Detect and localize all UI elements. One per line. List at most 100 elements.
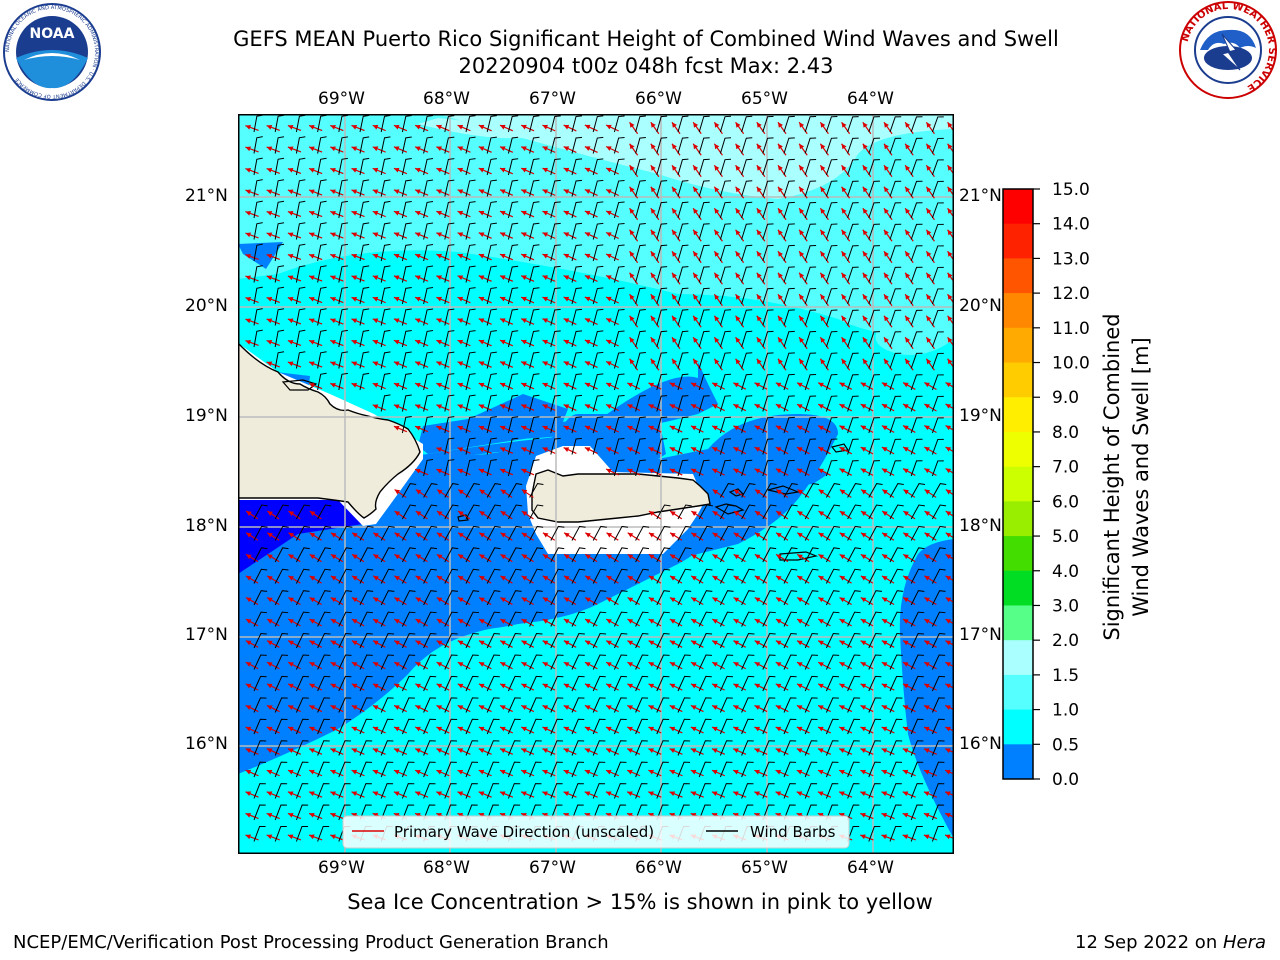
- wave-arrow-head: [521, 275, 527, 280]
- wind-barb: [317, 525, 332, 541]
- wave-arrow-head: [478, 382, 485, 388]
- wind-barb: [274, 761, 288, 778]
- wind-barb: [889, 590, 904, 606]
- wind-barb: [401, 675, 416, 692]
- wind-barb: [825, 288, 838, 305]
- wave-arrow-head: [945, 575, 952, 581]
- wind-barb: [825, 547, 840, 563]
- wind-barb: [507, 459, 519, 477]
- wind-barb: [719, 611, 734, 627]
- wave-arrow-head: [690, 425, 697, 431]
- wind-barb: [592, 761, 606, 778]
- wave-arrow-head: [478, 748, 485, 753]
- wave-arrow-head: [714, 358, 720, 365]
- wind-barb: [868, 460, 880, 477]
- wind-barb: [423, 483, 438, 498]
- wind-barb: [423, 222, 434, 240]
- wind-barb: [359, 286, 370, 305]
- wave-arrow-head: [712, 748, 718, 753]
- wind-barb: [444, 179, 455, 197]
- wave-arrow-head: [754, 554, 761, 560]
- wave-arrow-head: [690, 705, 697, 710]
- wave-arrow-head: [905, 272, 911, 279]
- wave-arrow-head: [606, 275, 612, 280]
- wind-barb: [338, 157, 348, 176]
- wind-barb: [741, 504, 756, 520]
- wind-barb: [698, 675, 712, 692]
- wind-barb: [423, 718, 436, 735]
- wave-arrow-head: [542, 124, 549, 130]
- wind-barb: [889, 825, 902, 842]
- wave-arrow-head: [288, 532, 295, 538]
- wind-barb: [380, 804, 393, 821]
- wave-arrow-head: [947, 337, 953, 343]
- wave-arrow-head: [521, 769, 527, 775]
- wind-barb: [847, 568, 861, 584]
- wave-arrow-head: [393, 189, 400, 195]
- wind-barb: [592, 633, 607, 649]
- wave-arrow-head: [563, 275, 570, 280]
- wave-arrow-head: [415, 382, 421, 388]
- wave-arrow-head: [309, 769, 315, 775]
- wave-arrow-head: [754, 382, 761, 388]
- lat-label-right-17n: 17°N: [959, 625, 1002, 645]
- wind-barb: [698, 654, 712, 670]
- wind-barb: [698, 137, 710, 154]
- wave-arrow-head: [606, 167, 612, 173]
- colorbar-tick-label: 3.0: [1052, 596, 1079, 616]
- wind-barb: [847, 675, 861, 692]
- wave-arrow-head: [650, 251, 656, 257]
- wave-arrow-head: [606, 705, 612, 710]
- wave-arrow-head: [924, 404, 930, 409]
- wind-barb: [486, 547, 501, 563]
- wave-arrow-head: [457, 597, 464, 603]
- wind-barb: [380, 372, 391, 391]
- wind-barb: [889, 611, 904, 627]
- wind-barb: [762, 675, 776, 692]
- wave-arrow-head: [754, 640, 761, 646]
- wind-barb: [529, 265, 540, 283]
- wind-barb: [613, 222, 625, 240]
- wave-arrow-head: [287, 361, 294, 367]
- wave-arrow-head: [839, 404, 846, 409]
- wave-arrow-head: [690, 662, 697, 667]
- wind-barb: [847, 438, 859, 455]
- wave-arrow-head: [882, 554, 888, 560]
- colorbar-tick-label: 7.0: [1052, 458, 1079, 478]
- wind-barb: [762, 373, 774, 391]
- wave-arrow-head: [584, 662, 591, 667]
- wave-arrow-head: [479, 640, 485, 646]
- wind-barb: [783, 438, 795, 455]
- wave-arrow-head: [690, 404, 697, 409]
- wind-barb: [825, 266, 838, 283]
- wave-arrow-head: [839, 748, 845, 753]
- wind-barb: [931, 568, 946, 584]
- wind-barb: [762, 158, 774, 176]
- wind-barb: [783, 568, 798, 584]
- wind-barb: [762, 352, 774, 369]
- wind-barb: [868, 288, 880, 305]
- wind-barb: [719, 459, 732, 477]
- wind-barb: [338, 633, 352, 649]
- wind-barb: [741, 244, 753, 262]
- wave-arrow-head: [458, 554, 464, 560]
- wave-arrow-head: [650, 272, 656, 279]
- wave-arrow-head: [521, 791, 527, 797]
- wind-barb: [507, 568, 522, 584]
- wind-barb: [613, 416, 625, 434]
- wind-barb: [359, 697, 373, 713]
- wave-arrow-head: [309, 253, 315, 259]
- wind-barb: [719, 525, 735, 541]
- wave-arrow-head: [714, 337, 720, 343]
- wave-arrow-head: [947, 122, 953, 128]
- wind-barb: [550, 633, 564, 649]
- wave-arrow-head: [393, 404, 400, 410]
- wind-barb: [825, 159, 838, 176]
- wind-barb: [804, 287, 817, 305]
- wind-barb: [444, 265, 455, 283]
- wind-barb: [656, 352, 668, 369]
- wave-arrow-head: [309, 683, 315, 689]
- wave-arrow-head: [309, 146, 315, 152]
- wave-arrow-head: [881, 834, 888, 840]
- wave-arrow-head: [479, 511, 485, 516]
